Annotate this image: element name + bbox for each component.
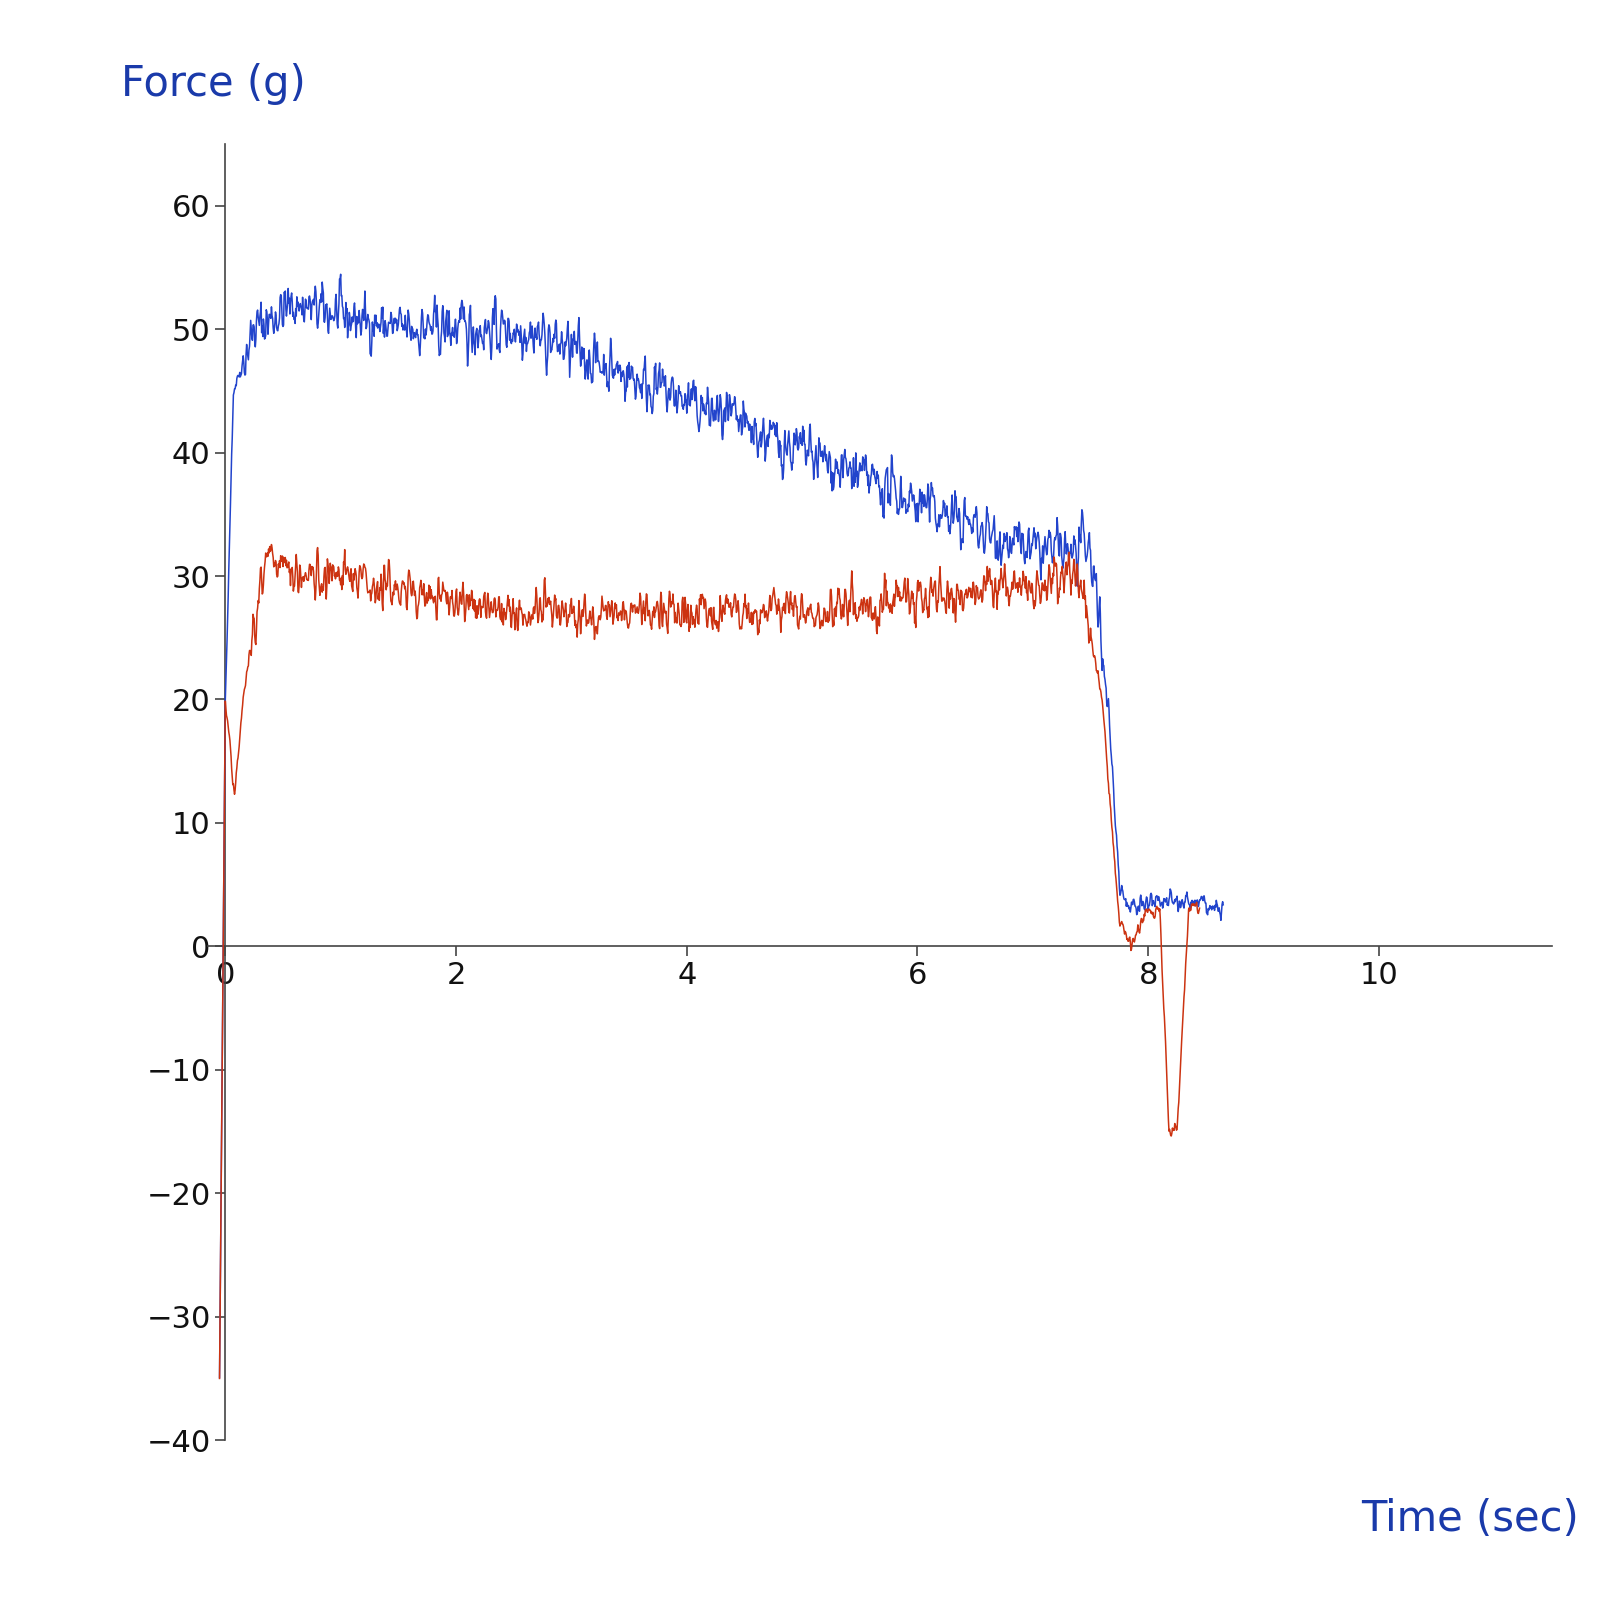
X-axis label: Time (sec): Time (sec) <box>1362 1498 1579 1541</box>
Y-axis label: Force (g): Force (g) <box>120 62 306 106</box>
